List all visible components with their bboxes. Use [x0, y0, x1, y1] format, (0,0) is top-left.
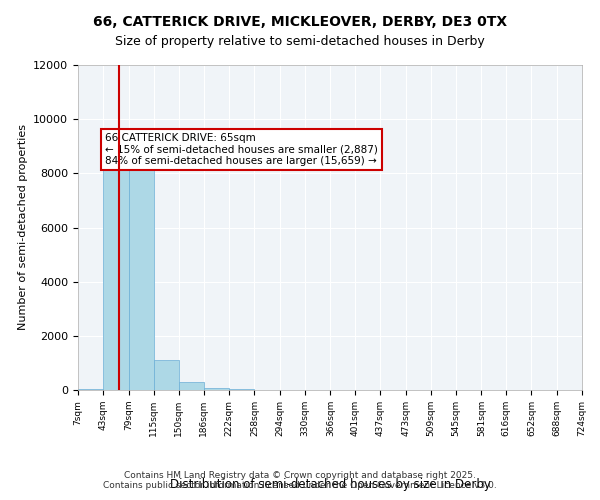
Bar — [128, 162, 154, 390]
Text: Contains HM Land Registry data © Crown copyright and database right 2025.
Contai: Contains HM Land Registry data © Crown c… — [103, 470, 497, 490]
Bar — [204, 388, 229, 390]
Text: 66 CATTERICK DRIVE: 65sqm
← 15% of semi-detached houses are smaller (2,887)
84% : 66 CATTERICK DRIVE: 65sqm ← 15% of semi-… — [105, 132, 377, 166]
Bar — [179, 382, 204, 390]
X-axis label: Distribution of semi-detached houses by size in Derby: Distribution of semi-detached houses by … — [170, 478, 490, 491]
Bar — [103, 154, 128, 390]
Bar — [78, 388, 103, 390]
Bar — [229, 389, 254, 390]
Bar — [154, 360, 179, 390]
Text: Size of property relative to semi-detached houses in Derby: Size of property relative to semi-detach… — [115, 35, 485, 48]
Text: 66, CATTERICK DRIVE, MICKLEOVER, DERBY, DE3 0TX: 66, CATTERICK DRIVE, MICKLEOVER, DERBY, … — [93, 15, 507, 29]
Y-axis label: Number of semi-detached properties: Number of semi-detached properties — [17, 124, 28, 330]
